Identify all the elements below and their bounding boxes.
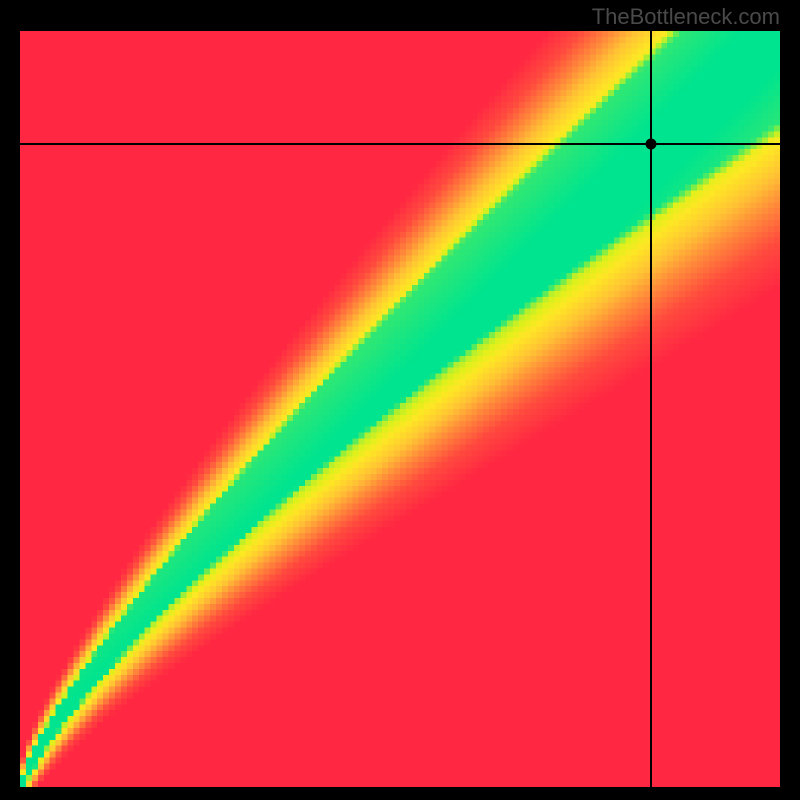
bottleneck-heatmap: [20, 31, 780, 787]
crosshair-marker: [646, 139, 657, 150]
crosshair-horizontal: [20, 143, 780, 145]
watermark-text: TheBottleneck.com: [592, 4, 780, 30]
